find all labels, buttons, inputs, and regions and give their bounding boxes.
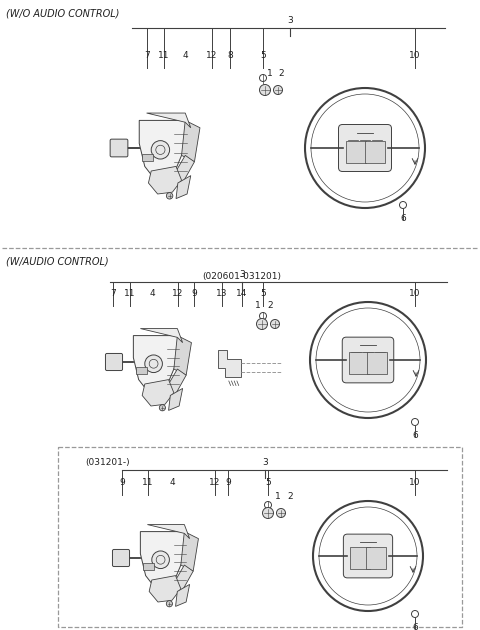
Polygon shape: [133, 336, 182, 396]
Circle shape: [256, 319, 267, 329]
FancyBboxPatch shape: [106, 353, 122, 370]
Circle shape: [166, 600, 172, 607]
Bar: [350, 547, 371, 569]
Polygon shape: [176, 176, 191, 198]
Bar: [346, 140, 365, 163]
Circle shape: [260, 84, 271, 96]
Polygon shape: [176, 585, 190, 607]
Polygon shape: [218, 350, 240, 377]
Bar: [366, 547, 385, 569]
Circle shape: [271, 319, 279, 328]
Circle shape: [145, 355, 162, 372]
Text: 10: 10: [409, 51, 421, 60]
FancyBboxPatch shape: [110, 139, 128, 157]
Polygon shape: [174, 336, 192, 375]
Text: 5: 5: [260, 289, 266, 298]
Text: 12: 12: [172, 289, 184, 298]
Bar: [349, 352, 369, 374]
Text: 14: 14: [236, 289, 248, 298]
Polygon shape: [142, 380, 174, 406]
FancyBboxPatch shape: [338, 125, 392, 171]
Text: 11: 11: [158, 51, 170, 60]
Text: (020601-031201): (020601-031201): [203, 272, 281, 281]
Text: (031201-): (031201-): [85, 458, 130, 467]
Text: 9: 9: [191, 289, 197, 298]
Circle shape: [263, 508, 274, 518]
Bar: [136, 367, 146, 374]
Bar: [364, 140, 384, 163]
Text: 3: 3: [287, 16, 293, 25]
Text: 5: 5: [265, 478, 271, 487]
FancyBboxPatch shape: [343, 534, 393, 578]
Text: 4: 4: [169, 478, 175, 487]
Polygon shape: [140, 329, 182, 343]
Polygon shape: [165, 369, 186, 397]
Polygon shape: [146, 113, 191, 128]
Circle shape: [159, 404, 166, 411]
Text: 1: 1: [255, 301, 261, 310]
Circle shape: [152, 551, 169, 568]
Text: 10: 10: [409, 289, 421, 298]
Text: 4: 4: [182, 51, 188, 60]
Text: 8: 8: [227, 51, 233, 60]
Text: 11: 11: [142, 478, 154, 487]
Text: 4: 4: [149, 289, 155, 298]
Text: 6: 6: [412, 623, 418, 630]
Text: 1: 1: [267, 69, 273, 78]
Text: 6: 6: [412, 431, 418, 440]
Polygon shape: [172, 565, 193, 593]
Polygon shape: [148, 166, 181, 194]
Text: 7: 7: [144, 51, 150, 60]
Text: 3: 3: [262, 458, 268, 467]
Text: 2: 2: [278, 69, 284, 78]
Polygon shape: [172, 156, 194, 185]
Text: 3: 3: [239, 270, 245, 279]
Polygon shape: [181, 532, 198, 571]
Bar: [142, 154, 153, 161]
Polygon shape: [139, 120, 191, 183]
Text: 1: 1: [275, 492, 281, 501]
Polygon shape: [147, 525, 190, 539]
Text: 6: 6: [400, 214, 406, 223]
Bar: [367, 352, 387, 374]
Polygon shape: [181, 120, 200, 162]
Bar: [143, 563, 154, 570]
Text: 12: 12: [209, 478, 221, 487]
Circle shape: [151, 140, 169, 159]
FancyBboxPatch shape: [342, 337, 394, 383]
Text: 10: 10: [409, 478, 421, 487]
FancyBboxPatch shape: [112, 549, 130, 566]
Circle shape: [274, 86, 283, 94]
Text: (W/AUDIO CONTROL): (W/AUDIO CONTROL): [6, 256, 108, 266]
Text: 7: 7: [110, 289, 116, 298]
Polygon shape: [168, 389, 182, 410]
Text: 2: 2: [287, 492, 293, 501]
Circle shape: [167, 193, 173, 199]
Text: 2: 2: [267, 301, 273, 310]
Text: 11: 11: [124, 289, 136, 298]
Polygon shape: [149, 576, 181, 602]
Text: 9: 9: [225, 478, 231, 487]
Text: (W/O AUDIO CONTROL): (W/O AUDIO CONTROL): [6, 8, 120, 18]
Text: 13: 13: [216, 289, 228, 298]
Text: 5: 5: [260, 51, 266, 60]
Text: 9: 9: [119, 478, 125, 487]
Circle shape: [276, 508, 286, 517]
Polygon shape: [140, 532, 190, 592]
Text: 12: 12: [206, 51, 218, 60]
